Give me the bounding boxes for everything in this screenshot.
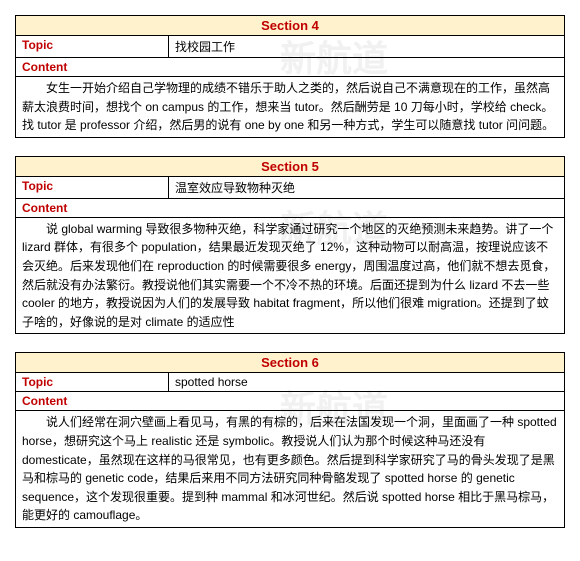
section-4-table: Section 4 Topic 找校园工作 Content 女生一开始介绍自己学… [15, 15, 565, 138]
section-4-content-body: 女生一开始介绍自己学物理的成绩不错乐于助人之类的，然后说自己不满意现在的工作，虽… [22, 79, 558, 135]
section-6-topic-label: Topic [16, 373, 169, 392]
section-6-topic-value: spotted horse [169, 373, 565, 392]
section-6-content-label: Content [16, 392, 565, 411]
section-5-topic-label: Topic [16, 176, 169, 198]
section-5-content-body: 说 global warming 导致很多物种灭绝，科学家通过研究一个地区的灭绝… [22, 220, 558, 332]
section-4-header: Section 4 [16, 16, 565, 36]
section-4-topic-label: Topic [16, 36, 169, 58]
section-5-topic-value: 温室效应导致物种灭绝 [169, 176, 565, 198]
section-5-header: Section 5 [16, 156, 565, 176]
section-6-table: Section 6 Topic spotted horse Content 说人… [15, 352, 565, 528]
section-5-content-label: Content [16, 198, 565, 217]
section-6-header: Section 6 [16, 353, 565, 373]
section-6-content-body: 说人们经常在洞穴壁画上看见马，有黑的有棕的，后来在法国发现一个洞，里面画了一种 … [22, 413, 558, 525]
section-4-topic-value: 找校园工作 [169, 36, 565, 58]
section-5-table: Section 5 Topic 温室效应导致物种灭绝 Content 说 glo… [15, 156, 565, 335]
section-4-content-label: Content [16, 58, 565, 77]
